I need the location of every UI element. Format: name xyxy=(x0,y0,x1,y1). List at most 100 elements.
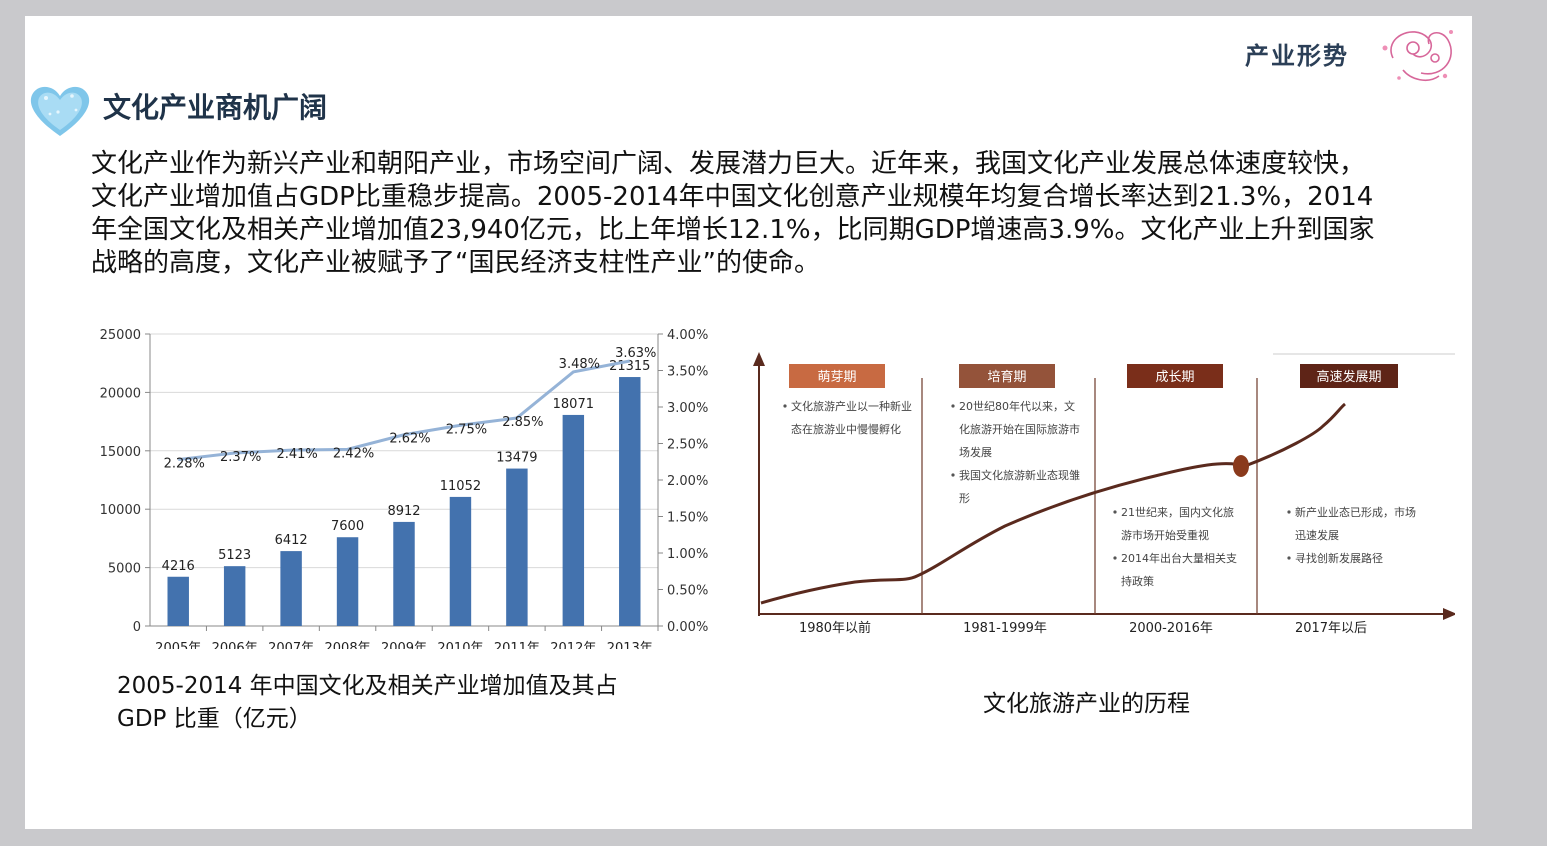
bar xyxy=(167,576,189,626)
period-label: 1980年以前 xyxy=(799,620,871,636)
x-tick-label: 2007年 xyxy=(268,641,314,649)
bar xyxy=(449,496,472,626)
stage-note: 2014年出台大量相关支 xyxy=(1121,551,1237,565)
bar-data-label: 7600 xyxy=(331,519,364,534)
stage-note: 寻找创新发展路径 xyxy=(1295,551,1383,565)
bullet xyxy=(951,404,955,408)
stage-note: 20世纪80年代以来，文 xyxy=(959,399,1075,413)
stage-title: 成长期 xyxy=(1155,370,1194,385)
line-data-label: 2.62% xyxy=(389,432,430,447)
y-tick-label: 15000 xyxy=(100,445,141,460)
x-axis-arrow-icon xyxy=(1443,608,1455,620)
line-data-label: 2.41% xyxy=(276,447,317,462)
stage-title: 高速发展期 xyxy=(1316,369,1381,385)
bar xyxy=(619,377,641,626)
stage-title: 培育期 xyxy=(987,369,1026,385)
y-tick-label: 25000 xyxy=(100,328,141,343)
chart-caption-line: GDP 比重（亿元） xyxy=(117,706,312,732)
milestone-dot xyxy=(1233,455,1249,477)
bar xyxy=(223,566,246,626)
bar xyxy=(393,521,415,626)
stage-box xyxy=(1300,364,1398,388)
heart-icon xyxy=(30,86,90,136)
stage-note: 文化旅游产业以一种新业 xyxy=(791,399,912,413)
growth-curve xyxy=(760,402,1346,605)
body-paragraph: 文化产业作为新兴产业和朝阳产业，市场空间广阔、发展潜力巨大。近年来，我国文化产业… xyxy=(91,148,1431,280)
stage-note: 21世纪来，国内文化旅 xyxy=(1121,505,1234,519)
y-tick-label: 10000 xyxy=(100,503,141,518)
stage-note: 形 xyxy=(959,492,970,505)
x-tick-label: 2011年 xyxy=(494,641,540,649)
stage-title: 萌芽期 xyxy=(817,370,856,385)
share-line xyxy=(178,359,631,462)
bullet xyxy=(1113,510,1117,514)
chart-caption: 2005-2014 年中国文化及相关产业增加值及其占 GDP 比重（亿元） xyxy=(117,670,618,736)
line-data-label: 2.37% xyxy=(220,450,261,465)
bar-data-label: 18071 xyxy=(553,397,594,412)
bar-data-label: 11052 xyxy=(440,479,481,494)
stage-note: 化旅游开始在国际旅游市 xyxy=(959,422,1080,436)
bar-data-label: 5123 xyxy=(218,548,251,563)
bar xyxy=(336,537,359,626)
y2-tick-label: 4.00% xyxy=(667,328,708,343)
bar-data-label: 6412 xyxy=(275,533,308,548)
x-tick-label: 2006年 xyxy=(212,641,258,649)
x-tick-label: 2009年 xyxy=(381,641,427,649)
stage-note: 迅速发展 xyxy=(1295,528,1339,542)
bar-data-label: 4216 xyxy=(162,559,195,574)
bar xyxy=(280,551,302,626)
bar xyxy=(506,468,528,626)
stage-note: 场发展 xyxy=(959,445,992,459)
y2-tick-label: 0.50% xyxy=(667,584,708,599)
chart-caption-line: 2005-2014 年中国文化及相关产业增加值及其占 xyxy=(117,673,618,699)
y-axis-arrow-icon xyxy=(753,352,765,366)
y2-tick-label: 1.50% xyxy=(667,511,708,526)
y2-tick-label: 0.00% xyxy=(667,620,708,635)
x-tick-label: 2012年 xyxy=(550,641,596,649)
stage-box xyxy=(959,364,1055,388)
bar-data-label: 8912 xyxy=(387,504,420,519)
y2-tick-label: 1.00% xyxy=(667,547,708,562)
bullet xyxy=(783,404,787,408)
x-tick-label: 2005年 xyxy=(155,641,201,649)
bar xyxy=(562,414,585,626)
y-tick-label: 5000 xyxy=(108,562,141,577)
body-line: 年全国文化及相关产业增加值23,940亿元，比上年增长12.1%，比同期GDP增… xyxy=(91,215,1375,245)
line-data-label: 3.63% xyxy=(615,346,656,361)
stage-box xyxy=(1127,364,1223,388)
bullet xyxy=(1287,556,1291,560)
y-tick-label: 20000 xyxy=(100,386,141,401)
body-line: 文化产业作为新兴产业和朝阳产业，市场空间广阔、发展潜力巨大。近年来，我国文化产业… xyxy=(91,149,1366,179)
y2-tick-label: 2.50% xyxy=(667,438,708,453)
y-tick-label: 0 xyxy=(133,620,141,635)
stage-note: 我国文化旅游新业态现雏 xyxy=(959,468,1080,482)
section-title: 产业形势 xyxy=(1245,42,1349,70)
gdp-share-chart: 0 5000 10000 15000 20000 25000 0.00% 0.50% 1.00%… xyxy=(100,328,709,649)
body-line: 文化产业增加值占GDP比重稳步提高。2005-2014年中国文化创意产业规模年均… xyxy=(91,182,1374,212)
stage-note: 新产业业态已形成，市场 xyxy=(1295,505,1416,519)
x-tick-label: 2008年 xyxy=(325,641,371,649)
timeline-caption: 文化旅游产业的历程 xyxy=(983,691,1190,717)
bullet xyxy=(951,473,955,477)
stage-note: 态在旅游业中慢慢孵化 xyxy=(791,422,901,436)
line-data-label: 2.75% xyxy=(446,422,487,437)
period-label: 1981-1999年 xyxy=(963,621,1047,636)
body-line: 战略的高度，文化产业被赋予了“国民经济支柱性产业”的使命。 xyxy=(91,248,820,278)
heading: 文化产业商机广阔 xyxy=(103,91,328,124)
period-label: 2000-2016年 xyxy=(1129,621,1213,636)
line-data-label: 2.28% xyxy=(164,457,205,472)
x-tick-label: 2013年 xyxy=(607,641,653,649)
stage-note: 持政策 xyxy=(1121,574,1154,588)
stage-note: 游市场开始受重视 xyxy=(1121,528,1209,542)
y2-tick-label: 3.50% xyxy=(667,365,708,380)
stage-box xyxy=(789,364,885,388)
line-data-label: 3.48% xyxy=(559,357,600,372)
swirl-ornament-icon xyxy=(1382,30,1453,82)
line-data-label: 2.85% xyxy=(502,415,543,430)
period-label: 2017年以后 xyxy=(1295,621,1367,636)
slide: 产业形势 文化产业商机广阔 文化产业作为新兴产业和朝阳产业，市场空间广阔、发展潜… xyxy=(25,16,1472,829)
line-data-label: 2.42% xyxy=(333,446,374,461)
x-tick-label: 2010年 xyxy=(437,641,483,649)
bullet xyxy=(1113,556,1117,560)
